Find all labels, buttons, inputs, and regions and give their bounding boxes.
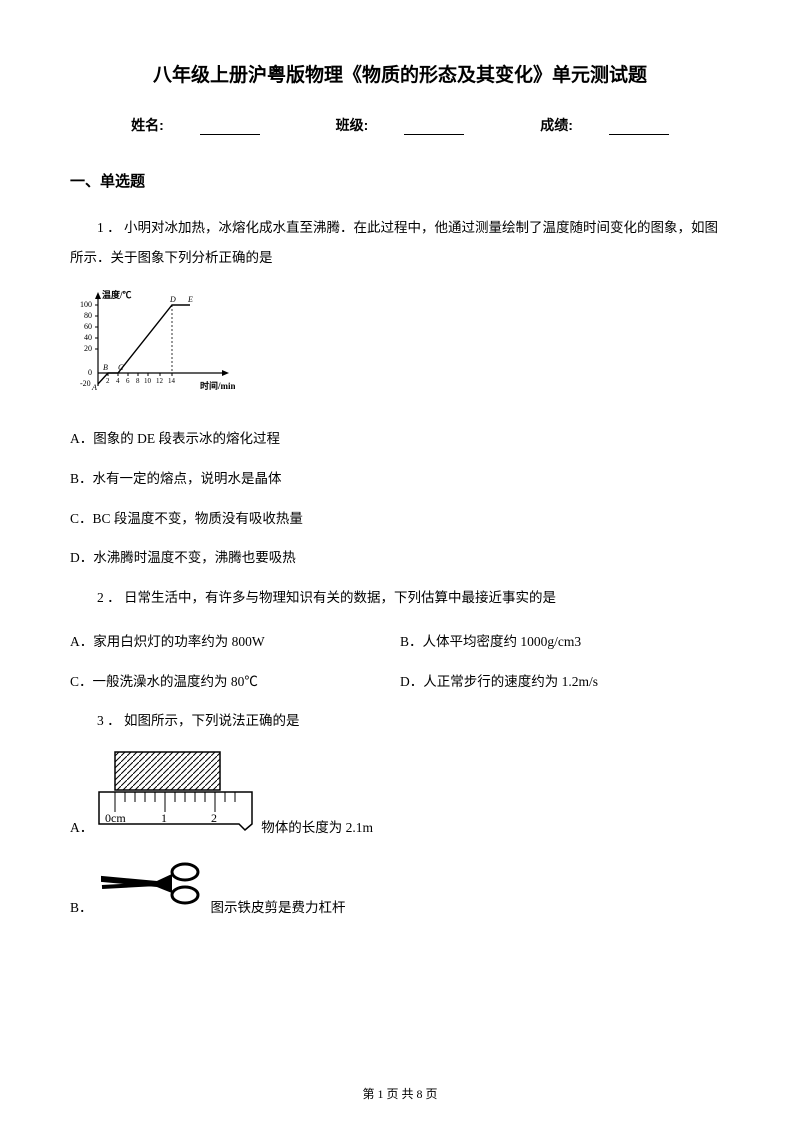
svg-text:4: 4: [116, 377, 120, 385]
q1-graph: 温度/℃ 时间/min 100 80 60 40 20 0 -20 2 4 6 …: [70, 286, 730, 406]
svg-text:温度/℃: 温度/℃: [102, 289, 132, 300]
q1-option-b: B．水有一定的熔点，说明水是晶体: [70, 464, 730, 494]
q2-option-a: A．家用白炽灯的功率约为 800W: [70, 627, 400, 657]
q3-option-a: A．: [70, 750, 730, 841]
svg-text:2: 2: [106, 377, 110, 385]
svg-text:10: 10: [144, 377, 152, 385]
q2-option-b: B．人体平均密度约 1000g/cm3: [400, 627, 730, 657]
svg-text:6: 6: [126, 377, 130, 385]
class-field: 班级:: [318, 117, 483, 133]
svg-text:E: E: [187, 295, 193, 304]
q1-option-d: D．水沸腾时温度不变，沸腾也要吸热: [70, 543, 730, 573]
svg-text:0cm: 0cm: [105, 811, 126, 825]
scissors-image: [97, 857, 207, 921]
question-2-text: 2 ． 日常生活中，有许多与物理知识有关的数据，下列估算中最接近事实的是: [70, 583, 730, 613]
score-field: 成绩:: [522, 117, 687, 133]
q3-option-b: B． 图示铁皮剪是费力杠杆: [70, 857, 730, 921]
svg-text:D: D: [169, 295, 176, 304]
svg-text:80: 80: [84, 311, 92, 320]
q2-option-c: C．一般洗澡水的温度约为 80℃: [70, 667, 400, 697]
svg-text:B: B: [103, 363, 108, 372]
page-footer: 第 1 页 共 8 页: [0, 1085, 800, 1102]
info-line: 姓名: 班级: 成绩:: [70, 115, 730, 135]
svg-text:100: 100: [80, 300, 92, 309]
svg-text:A: A: [91, 383, 97, 392]
svg-text:12: 12: [156, 377, 164, 385]
name-field: 姓名:: [113, 117, 278, 133]
question-3-text: 3 ． 如图所示，下列说法正确的是: [70, 706, 730, 736]
ruler-image: 0cm 1 2: [97, 750, 257, 841]
q1-option-a: A．图象的 DE 段表示冰的熔化过程: [70, 424, 730, 454]
svg-text:40: 40: [84, 333, 92, 342]
svg-text:14: 14: [168, 377, 176, 385]
svg-text:-20: -20: [80, 379, 91, 388]
svg-text:C: C: [118, 363, 124, 372]
q2-option-d: D．人正常步行的速度约为 1.2m/s: [400, 667, 730, 697]
svg-text:8: 8: [136, 377, 140, 385]
q1-option-c: C．BC 段温度不变，物质没有吸收热量: [70, 504, 730, 534]
svg-text:时间/min: 时间/min: [200, 380, 235, 391]
svg-text:20: 20: [84, 344, 92, 353]
svg-text:0: 0: [88, 368, 92, 377]
page-title: 八年级上册沪粤版物理《物质的形态及其变化》单元测试题: [70, 60, 730, 87]
svg-text:2: 2: [211, 811, 217, 825]
svg-text:1: 1: [161, 811, 167, 825]
question-1-text: 1 ． 小明对冰加热，冰熔化成水直至沸腾．在此过程中，他通过测量绘制了温度随时间…: [70, 213, 730, 272]
section-header: 一、单选题: [70, 170, 730, 191]
svg-text:60: 60: [84, 322, 92, 331]
